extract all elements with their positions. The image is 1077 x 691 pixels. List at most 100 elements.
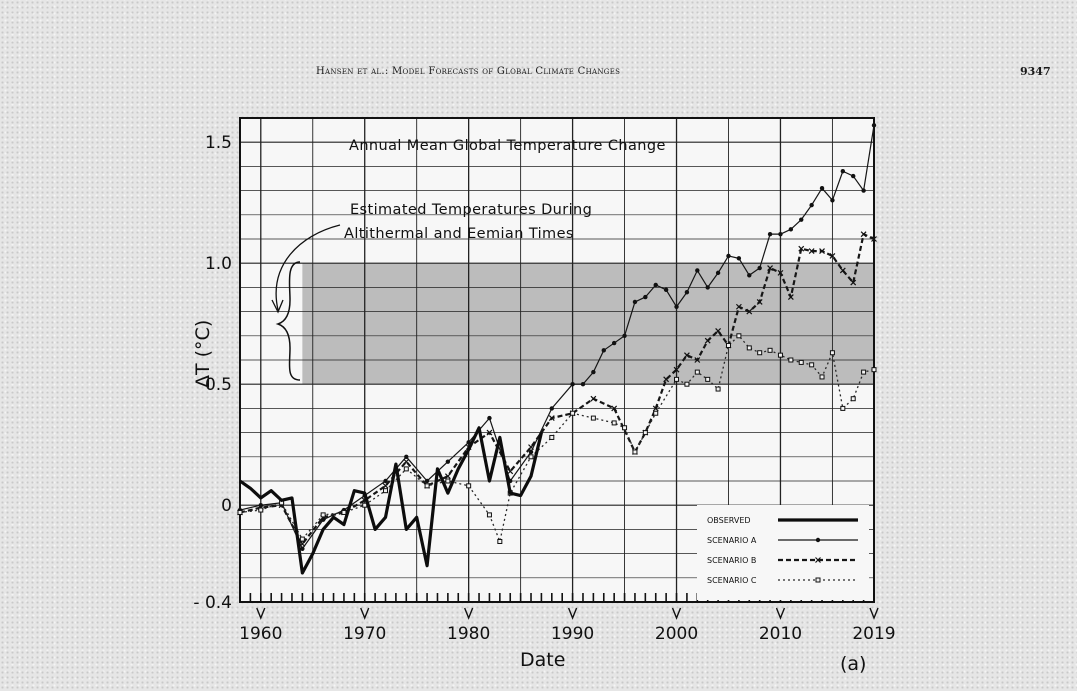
data-point	[705, 285, 710, 290]
series-scenario-c	[237, 333, 877, 544]
data-point	[788, 227, 794, 232]
legend-swatch-marker	[815, 557, 821, 563]
data-point	[756, 298, 763, 305]
data-point	[383, 478, 388, 484]
data-point	[528, 449, 534, 455]
data-point	[830, 198, 835, 203]
data-point	[809, 362, 815, 368]
legend-swatch-marker	[815, 577, 821, 583]
data-point	[704, 337, 711, 344]
x-tick-label-1970: 1970	[343, 624, 386, 644]
data-point	[549, 406, 555, 411]
data-point	[715, 270, 721, 276]
y-tick-label: 0	[221, 496, 232, 516]
data-point	[819, 185, 825, 191]
data-point	[341, 509, 347, 515]
x-tick-label-1960: 1960	[239, 624, 282, 644]
data-point	[445, 459, 451, 464]
data-point	[653, 282, 658, 288]
data-point	[819, 248, 825, 255]
x-tick-mark-1970	[360, 607, 370, 620]
annotation-arrowhead	[271, 299, 284, 314]
data-point	[736, 333, 742, 339]
data-point	[674, 376, 680, 382]
y-tick-label: - 0.4	[193, 593, 232, 613]
data-point	[735, 303, 742, 310]
y-tick-label: 1.5	[205, 133, 232, 153]
annotation-line-1: Estimated Temperatures During	[350, 202, 592, 218]
data-point	[808, 248, 815, 255]
data-point	[871, 367, 877, 373]
data-point	[611, 420, 617, 426]
data-point	[258, 507, 264, 513]
series-observed	[239, 426, 543, 575]
data-point	[767, 265, 773, 271]
data-point	[652, 405, 659, 412]
data-point	[861, 369, 867, 375]
x-tick-mark-1990	[567, 607, 578, 620]
data-point	[653, 410, 659, 416]
data-point	[767, 231, 773, 237]
data-point	[757, 350, 763, 356]
data-point	[778, 231, 783, 237]
x-tick-mark-1960	[256, 607, 266, 620]
data-point	[466, 440, 471, 445]
data-point	[683, 352, 690, 359]
data-point	[850, 396, 856, 402]
data-point	[507, 468, 514, 475]
data-point	[528, 444, 534, 451]
data-point	[580, 382, 586, 387]
data-point	[715, 328, 722, 334]
data-point	[632, 449, 638, 455]
legend-label: SCENARIO C	[707, 576, 757, 585]
major-tick-marks	[256, 607, 879, 620]
x-tick-label-1980: 1980	[447, 624, 490, 644]
data-point	[320, 512, 326, 518]
data-point	[487, 415, 492, 421]
data-point	[466, 483, 472, 489]
series-line	[239, 426, 543, 575]
x-tick-mark-2000	[671, 607, 682, 620]
data-point	[622, 425, 628, 431]
annotation-line-2: Altithermal and Eemian Times	[344, 226, 574, 242]
shaded-band	[302, 263, 874, 385]
legend-label: SCENARIO A	[707, 536, 757, 545]
panel-label: (a)	[840, 653, 866, 675]
data-point	[871, 123, 877, 128]
legend-swatch-marker	[815, 537, 821, 543]
data-point	[632, 299, 638, 305]
data-point	[861, 188, 866, 193]
data-point	[237, 509, 243, 515]
data-point	[798, 359, 804, 365]
data-point	[383, 488, 389, 494]
data-point	[497, 539, 503, 544]
data-point	[570, 382, 575, 387]
data-point	[839, 267, 846, 274]
page-number: 9347	[1020, 65, 1051, 78]
data-point	[850, 279, 857, 286]
data-point	[403, 466, 409, 472]
legend-label: SCENARIO B	[707, 556, 756, 565]
data-point	[777, 352, 783, 358]
data-point	[570, 410, 576, 416]
series-line	[239, 335, 875, 543]
labels: Annual Mean Global Temperature Change Es…	[192, 133, 896, 675]
x-tick-mark-2019	[869, 607, 879, 620]
data-point	[299, 540, 306, 547]
data-point	[809, 202, 814, 208]
data-point	[819, 374, 825, 380]
data-point	[404, 454, 409, 459]
data-point	[591, 369, 596, 375]
data-point	[663, 287, 669, 293]
data-point	[643, 294, 648, 300]
data-point	[444, 473, 451, 480]
data-point	[642, 430, 648, 436]
data-point	[746, 345, 752, 351]
data-point	[715, 386, 721, 392]
data-point	[746, 308, 753, 315]
data-point	[549, 434, 555, 440]
legend: OBSERVED SCENARIO A SCENARIO B SCENARIO C	[697, 505, 869, 600]
data-point	[777, 269, 784, 276]
data-point	[684, 290, 690, 295]
